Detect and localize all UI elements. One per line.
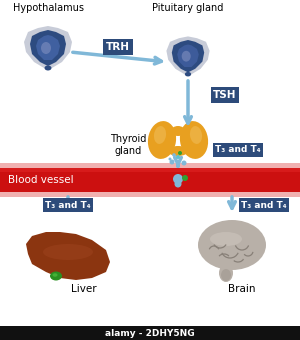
Ellipse shape <box>180 121 208 159</box>
Text: T₃ and T₄: T₃ and T₄ <box>45 201 91 209</box>
Ellipse shape <box>41 42 51 54</box>
Text: alamy - 2DHY5NG: alamy - 2DHY5NG <box>105 328 195 338</box>
Ellipse shape <box>44 66 52 70</box>
Bar <box>0 168 300 192</box>
Ellipse shape <box>171 126 185 136</box>
Text: Brain: Brain <box>228 284 256 294</box>
Circle shape <box>175 181 182 187</box>
Circle shape <box>169 157 172 160</box>
Ellipse shape <box>154 126 166 144</box>
Circle shape <box>182 160 187 166</box>
Circle shape <box>176 155 180 159</box>
Ellipse shape <box>185 72 191 76</box>
Ellipse shape <box>182 51 191 62</box>
Polygon shape <box>167 36 210 74</box>
Ellipse shape <box>43 244 93 260</box>
Ellipse shape <box>221 269 231 281</box>
Polygon shape <box>26 232 110 280</box>
Bar <box>0 190 300 197</box>
Ellipse shape <box>148 121 176 159</box>
Circle shape <box>169 159 175 165</box>
Ellipse shape <box>50 272 62 280</box>
Text: Hypothalamus: Hypothalamus <box>13 3 83 13</box>
Bar <box>0 163 300 170</box>
Ellipse shape <box>219 264 233 282</box>
Circle shape <box>172 153 176 157</box>
Ellipse shape <box>210 232 242 246</box>
Circle shape <box>178 151 182 155</box>
Polygon shape <box>24 26 72 68</box>
Circle shape <box>182 175 188 181</box>
Text: T₃ and T₄: T₃ and T₄ <box>241 201 287 209</box>
Ellipse shape <box>168 146 188 156</box>
Text: Blood vessel: Blood vessel <box>8 175 74 185</box>
Circle shape <box>173 174 183 184</box>
Ellipse shape <box>190 126 202 144</box>
Ellipse shape <box>52 273 58 277</box>
Bar <box>0 168 300 172</box>
Text: T₃ and T₄: T₃ and T₄ <box>215 146 261 154</box>
Polygon shape <box>30 30 66 66</box>
Text: Liver: Liver <box>71 284 97 294</box>
Text: TSH: TSH <box>213 90 237 100</box>
Polygon shape <box>177 45 199 67</box>
Bar <box>0 326 300 340</box>
Text: Thyroid
gland: Thyroid gland <box>110 134 146 156</box>
Polygon shape <box>36 35 60 60</box>
Ellipse shape <box>198 220 266 270</box>
Text: TRH: TRH <box>106 42 130 52</box>
Text: Pituitary gland: Pituitary gland <box>152 3 224 13</box>
Polygon shape <box>172 40 204 72</box>
